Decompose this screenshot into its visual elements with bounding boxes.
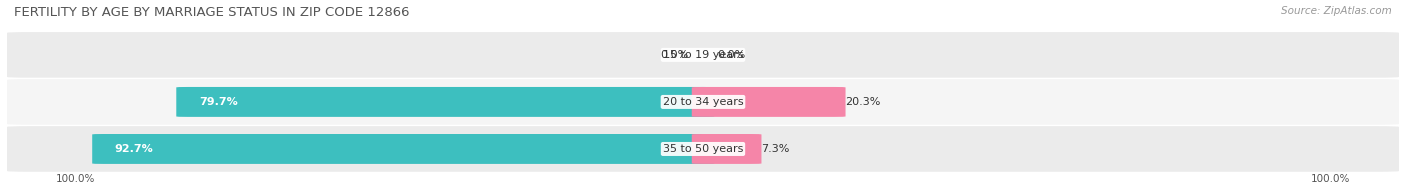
Text: FERTILITY BY AGE BY MARRIAGE STATUS IN ZIP CODE 12866: FERTILITY BY AGE BY MARRIAGE STATUS IN Z… [14, 6, 409, 19]
FancyBboxPatch shape [176, 87, 714, 117]
Text: 7.3%: 7.3% [762, 144, 790, 154]
FancyBboxPatch shape [692, 87, 845, 117]
Text: 35 to 50 years: 35 to 50 years [662, 144, 744, 154]
Text: Source: ZipAtlas.com: Source: ZipAtlas.com [1281, 6, 1392, 16]
Text: 100.0%: 100.0% [56, 174, 96, 184]
Text: 0.0%: 0.0% [717, 50, 745, 60]
Text: 100.0%: 100.0% [1310, 174, 1350, 184]
FancyBboxPatch shape [7, 32, 1399, 78]
FancyBboxPatch shape [7, 126, 1399, 172]
Text: 20 to 34 years: 20 to 34 years [662, 97, 744, 107]
Text: 0.0%: 0.0% [661, 50, 689, 60]
FancyBboxPatch shape [692, 134, 762, 164]
Text: 15 to 19 years: 15 to 19 years [662, 50, 744, 60]
Text: 92.7%: 92.7% [115, 144, 153, 154]
Text: 20.3%: 20.3% [845, 97, 882, 107]
FancyBboxPatch shape [93, 134, 714, 164]
Text: 79.7%: 79.7% [198, 97, 238, 107]
FancyBboxPatch shape [7, 79, 1399, 125]
